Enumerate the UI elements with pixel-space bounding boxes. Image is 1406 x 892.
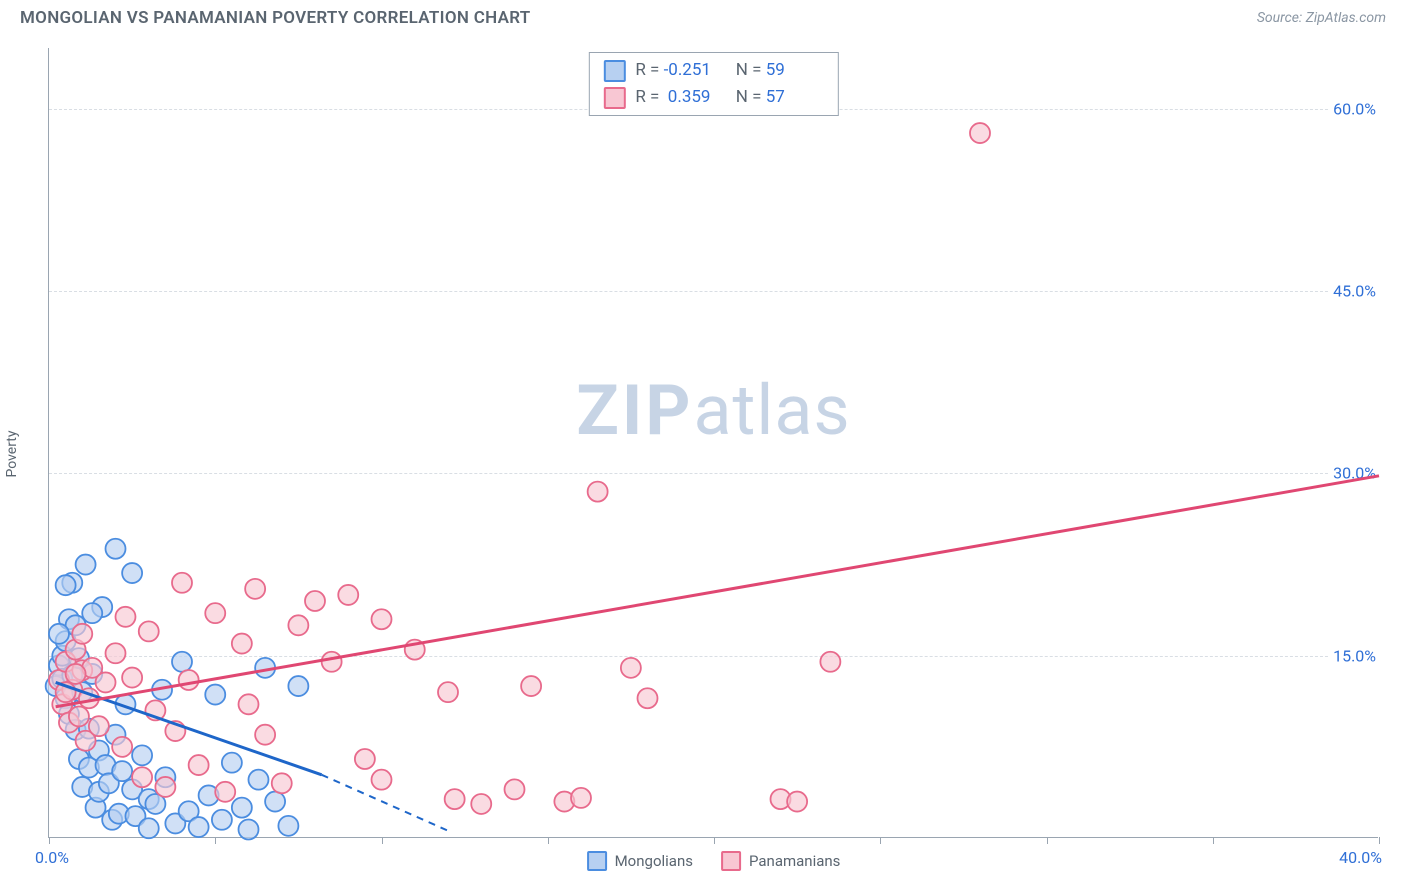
- x-tick: [215, 837, 216, 844]
- swatch-mongolians: [587, 851, 607, 871]
- scatter-point-mongolians: [106, 539, 126, 559]
- source-credit: Source: ZipAtlas.com: [1257, 10, 1386, 26]
- scatter-point-mongolians: [76, 555, 96, 575]
- scatter-point-mongolians: [212, 810, 232, 830]
- x-axis-origin-label: 0.0%: [35, 848, 69, 867]
- scatter-point-panamanians: [245, 579, 265, 599]
- x-tick: [1379, 837, 1380, 844]
- scatter-point-mongolians: [122, 563, 142, 583]
- scatter-point-panamanians: [521, 676, 541, 696]
- scatter-point-panamanians: [96, 672, 116, 692]
- scatter-point-panamanians: [471, 794, 491, 814]
- scatter-point-mongolians: [248, 770, 268, 790]
- scatter-point-mongolians: [189, 817, 209, 837]
- scatter-point-panamanians: [355, 749, 375, 769]
- x-tick: [714, 837, 715, 844]
- scatter-point-panamanians: [66, 664, 86, 684]
- scatter-point-panamanians: [115, 607, 135, 627]
- scatter-point-mongolians: [132, 745, 152, 765]
- chart-title: MONGOLIAN VS PANAMANIAN POVERTY CORRELAT…: [20, 8, 531, 28]
- scatter-point-panamanians: [179, 670, 199, 690]
- scatter-point-panamanians: [72, 624, 92, 644]
- scatter-point-panamanians: [621, 658, 641, 678]
- scatter-point-panamanians: [338, 585, 358, 605]
- legend-item-mongolians: Mongolians: [587, 851, 693, 871]
- stats-row-mongolians: R = -0.251 N = 59: [603, 57, 823, 84]
- scatter-point-mongolians: [265, 792, 285, 812]
- series-legend: Mongolians Panamanians: [587, 851, 841, 871]
- scatter-point-panamanians: [970, 123, 990, 143]
- scatter-point-panamanians: [215, 782, 235, 802]
- x-tick: [49, 837, 50, 844]
- scatter-point-panamanians: [172, 573, 192, 593]
- scatter-point-panamanians: [155, 777, 175, 797]
- scatter-point-panamanians: [372, 770, 392, 790]
- scatter-point-panamanians: [505, 779, 525, 799]
- stats-row-panamanians: R = 0.359 N = 57: [603, 84, 823, 111]
- scatter-point-mongolians: [288, 676, 308, 696]
- scatter-point-panamanians: [787, 792, 807, 812]
- scatter-point-panamanians: [438, 682, 458, 702]
- scatter-point-mongolians: [112, 761, 132, 781]
- scatter-point-mongolians: [172, 652, 192, 672]
- scatter-point-mongolians: [239, 819, 259, 839]
- scatter-point-panamanians: [322, 652, 342, 672]
- scatter-point-panamanians: [139, 621, 159, 641]
- scatter-point-mongolians: [82, 603, 102, 623]
- scatter-point-mongolians: [139, 818, 159, 838]
- scatter-point-panamanians: [588, 482, 608, 502]
- scatter-point-panamanians: [132, 767, 152, 787]
- swatch-mongolians: [603, 60, 625, 82]
- scatter-point-panamanians: [122, 668, 142, 688]
- scatter-point-panamanians: [89, 716, 109, 736]
- x-tick: [382, 837, 383, 844]
- chart-plot-area: ZIPatlas 15.0%30.0%45.0%60.0% 0.0% 40.0%…: [48, 48, 1378, 838]
- scatter-point-panamanians: [820, 652, 840, 672]
- scatter-point-mongolians: [278, 816, 298, 836]
- x-tick: [1213, 837, 1214, 844]
- scatter-point-mongolians: [56, 575, 76, 595]
- scatter-point-panamanians: [112, 737, 132, 757]
- x-axis-max-label: 40.0%: [1339, 848, 1382, 867]
- y-axis-label: Poverty: [4, 430, 20, 477]
- scatter-point-panamanians: [205, 603, 225, 623]
- correlation-stats-box: R = -0.251 N = 59 R = 0.359 N = 57: [588, 52, 838, 116]
- scatter-point-panamanians: [571, 788, 591, 808]
- scatter-point-mongolians: [222, 753, 242, 773]
- scatter-point-panamanians: [305, 591, 325, 611]
- scatter-point-panamanians: [272, 773, 292, 793]
- scatter-point-panamanians: [445, 789, 465, 809]
- scatter-point-panamanians: [232, 634, 252, 654]
- x-tick: [880, 837, 881, 844]
- scatter-point-panamanians: [255, 725, 275, 745]
- x-tick: [1047, 837, 1048, 844]
- scatter-point-panamanians: [239, 694, 259, 714]
- scatter-point-panamanians: [106, 643, 126, 663]
- scatter-point-mongolians: [205, 685, 225, 705]
- scatter-point-panamanians: [288, 615, 308, 635]
- scatter-point-panamanians: [189, 755, 209, 775]
- scatter-point-panamanians: [372, 609, 392, 629]
- swatch-panamanians: [603, 87, 625, 109]
- scatter-point-panamanians: [69, 706, 89, 726]
- swatch-panamanians: [721, 851, 741, 871]
- scatter-point-mongolians: [49, 624, 69, 644]
- legend-item-panamanians: Panamanians: [721, 851, 840, 871]
- scatter-point-mongolians: [232, 798, 252, 818]
- x-tick: [548, 837, 549, 844]
- scatter-plot-svg: [49, 48, 1378, 837]
- scatter-point-panamanians: [638, 688, 658, 708]
